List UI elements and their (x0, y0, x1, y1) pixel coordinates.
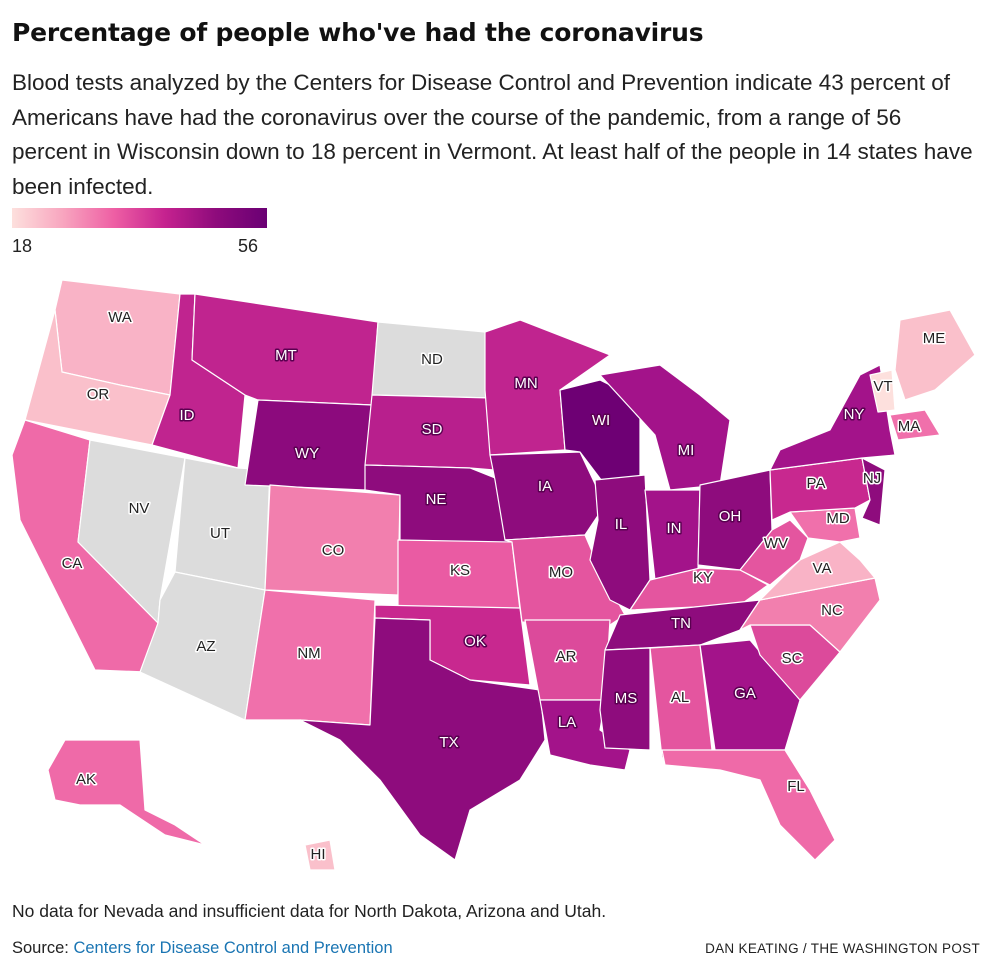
us-choropleth-map: WA OR CA ID NV UT AZ MT WY CO NM ND SD N… (11, 280, 976, 871)
label-TX: TX (439, 734, 458, 751)
legend-color-ramp (12, 208, 267, 228)
label-AL: AL (671, 689, 689, 706)
label-WV: WV (764, 535, 788, 552)
byline-credit: DAN KEATING / THE WASHINGTON POST (705, 941, 980, 956)
label-IN: IN (667, 520, 682, 537)
label-MT: MT (275, 347, 297, 364)
label-SC: SC (782, 650, 803, 667)
data-note: No data for Nevada and insufficient data… (12, 901, 607, 921)
state-TN (604, 599, 761, 651)
label-NY: NY (844, 406, 865, 423)
state-ME (894, 309, 976, 401)
label-AZ: AZ (196, 638, 215, 655)
state-VT (869, 369, 896, 413)
label-WY: WY (295, 445, 319, 462)
label-OR: OR (87, 386, 110, 403)
source-link[interactable]: Centers for Disease Control and Preventi… (73, 939, 393, 957)
label-VA: VA (813, 560, 832, 577)
label-KY: KY (693, 569, 713, 586)
label-MI: MI (678, 442, 695, 459)
label-UT: UT (210, 525, 230, 542)
label-OK: OK (464, 633, 486, 650)
source-label: Source: (12, 939, 69, 957)
label-NV: NV (129, 500, 150, 517)
label-SD: SD (422, 421, 443, 438)
label-PA: PA (807, 475, 826, 492)
label-WI: WI (592, 412, 610, 429)
label-FL: FL (787, 778, 805, 795)
label-AR: AR (556, 648, 577, 665)
legend-max-label: 56 (238, 236, 259, 256)
label-CO: CO (322, 542, 345, 559)
label-VT: VT (873, 378, 892, 395)
state-AK (47, 739, 206, 846)
label-ME: ME (923, 330, 946, 347)
state-VA (759, 541, 876, 601)
label-IL: IL (615, 516, 628, 533)
label-AK: AK (76, 771, 96, 788)
label-NC: NC (821, 602, 843, 619)
label-IA: IA (538, 478, 552, 495)
label-OH: OH (719, 508, 742, 525)
state-KY (629, 567, 769, 611)
label-KS: KS (450, 562, 470, 579)
label-MO: MO (549, 564, 573, 581)
state-FL (661, 749, 836, 861)
chart-title: Percentage of people who've had the coro… (12, 18, 704, 47)
label-TN: TN (671, 615, 691, 632)
label-HI: HI (311, 846, 326, 863)
state-CO (264, 484, 401, 596)
legend-min-label: 18 (12, 236, 33, 256)
label-NM: NM (297, 645, 320, 662)
state-MI (599, 364, 731, 491)
state-SD (364, 394, 495, 471)
state-NY (769, 364, 896, 471)
state-TX (299, 617, 546, 861)
state-MS (599, 647, 651, 751)
state-NJ (861, 457, 886, 526)
state-HI (304, 839, 336, 871)
label-CA: CA (62, 555, 83, 572)
label-MN: MN (514, 375, 537, 392)
label-GA: GA (734, 685, 756, 702)
state-GA (699, 639, 801, 751)
label-MD: MD (826, 510, 849, 527)
label-NE: NE (426, 491, 447, 508)
label-MA: MA (898, 418, 921, 435)
chart-description: Blood tests analyzed by the Centers for … (12, 70, 973, 199)
label-ND: ND (421, 351, 443, 368)
label-WA: WA (108, 309, 132, 326)
source-line: Source: Centers for Disease Control and … (12, 939, 393, 958)
label-NJ: NJ (863, 470, 881, 487)
state-IA (489, 451, 606, 541)
state-MA (889, 409, 941, 441)
label-ID: ID (180, 407, 195, 424)
label-MS: MS (615, 690, 638, 707)
label-LA: LA (558, 714, 576, 731)
